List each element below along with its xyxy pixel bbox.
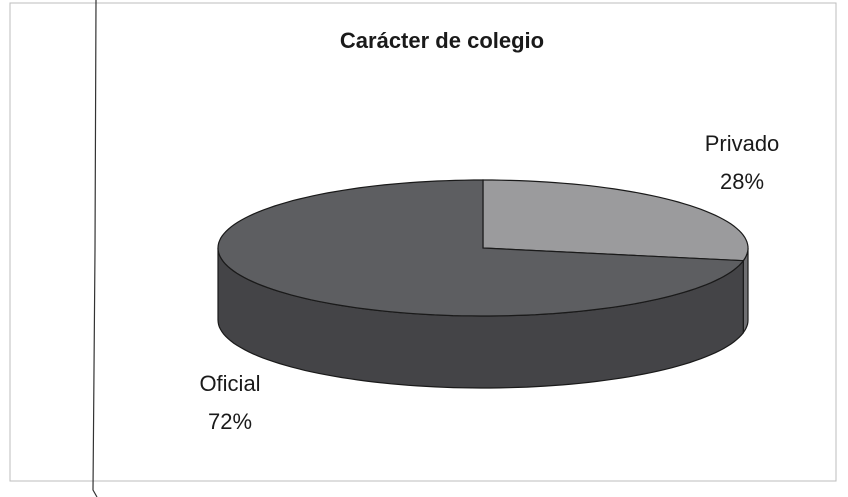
slice-label-value: 28% [720,169,764,194]
slice-label-name: Privado [705,131,780,156]
chart-title: Carácter de colegio [340,28,544,53]
slice-label-name: Oficial [199,371,260,396]
scan-edge [92,0,98,497]
pie-slice [217,179,745,317]
slice-label-value: 72% [208,409,252,434]
pie-slice [482,179,749,262]
